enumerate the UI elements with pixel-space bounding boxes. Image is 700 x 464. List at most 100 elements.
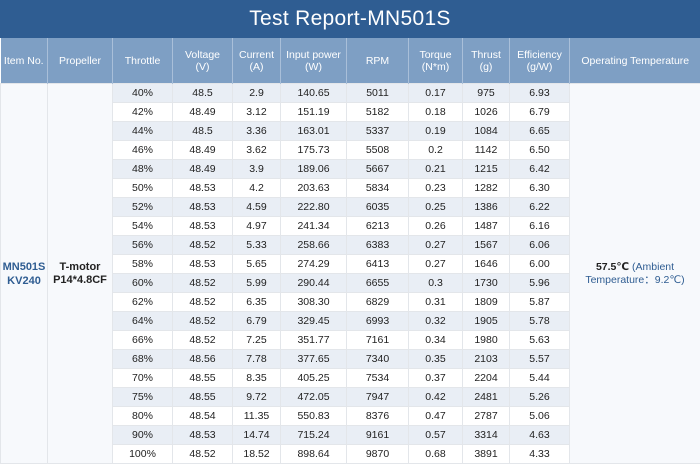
cell-throttle: 54% xyxy=(113,217,173,236)
cell-voltage: 48.49 xyxy=(173,141,233,160)
cell-current: 3.12 xyxy=(233,103,281,122)
cell-input-power: 189.06 xyxy=(281,160,347,179)
cell-thrust: 1980 xyxy=(463,331,510,350)
cell-thrust: 1730 xyxy=(463,274,510,293)
cell-rpm: 5011 xyxy=(347,84,409,103)
cell-torque: 0.47 xyxy=(409,407,463,426)
cell-input-power: 329.45 xyxy=(281,312,347,331)
cell-rpm: 5182 xyxy=(347,103,409,122)
cell-throttle: 80% xyxy=(113,407,173,426)
cell-throttle: 48% xyxy=(113,160,173,179)
cell-efficiency: 6.93 xyxy=(510,84,570,103)
cell-rpm: 5337 xyxy=(347,122,409,141)
cell-voltage: 48.52 xyxy=(173,331,233,350)
cell-current: 3.36 xyxy=(233,122,281,141)
cell-torque: 0.3 xyxy=(409,274,463,293)
cell-rpm: 6655 xyxy=(347,274,409,293)
cell-input-power: 203.63 xyxy=(281,179,347,198)
cell-throttle: 75% xyxy=(113,388,173,407)
cell-current: 3.62 xyxy=(233,141,281,160)
cell-current: 5.65 xyxy=(233,255,281,274)
cell-voltage: 48.49 xyxy=(173,160,233,179)
header-item-no: Item No. xyxy=(1,38,48,84)
cell-rpm: 6035 xyxy=(347,198,409,217)
cell-input-power: 351.77 xyxy=(281,331,347,350)
operating-temperature-cell: 57.5℃ (Ambient Temperature：9.2℃) xyxy=(570,84,700,464)
cell-voltage: 48.49 xyxy=(173,103,233,122)
cell-torque: 0.34 xyxy=(409,331,463,350)
cell-voltage: 48.53 xyxy=(173,255,233,274)
cell-torque: 0.19 xyxy=(409,122,463,141)
cell-rpm: 6993 xyxy=(347,312,409,331)
cell-voltage: 48.52 xyxy=(173,274,233,293)
cell-rpm: 9161 xyxy=(347,426,409,445)
cell-input-power: 175.73 xyxy=(281,141,347,160)
cell-torque: 0.37 xyxy=(409,369,463,388)
cell-thrust: 3314 xyxy=(463,426,510,445)
cell-torque: 0.23 xyxy=(409,179,463,198)
cell-efficiency: 5.96 xyxy=(510,274,570,293)
header-voltage: Voltage(V) xyxy=(173,38,233,84)
cell-thrust: 1026 xyxy=(463,103,510,122)
cell-throttle: 70% xyxy=(113,369,173,388)
cell-thrust: 1487 xyxy=(463,217,510,236)
cell-throttle: 66% xyxy=(113,331,173,350)
cell-torque: 0.27 xyxy=(409,236,463,255)
cell-thrust: 1142 xyxy=(463,141,510,160)
cell-torque: 0.26 xyxy=(409,217,463,236)
cell-current: 4.97 xyxy=(233,217,281,236)
cell-rpm: 6213 xyxy=(347,217,409,236)
cell-thrust: 1567 xyxy=(463,236,510,255)
cell-voltage: 48.52 xyxy=(173,236,233,255)
cell-voltage: 48.53 xyxy=(173,198,233,217)
cell-voltage: 48.52 xyxy=(173,293,233,312)
cell-throttle: 42% xyxy=(113,103,173,122)
cell-current: 14.74 xyxy=(233,426,281,445)
header-torque: Torque(N*m) xyxy=(409,38,463,84)
cell-throttle: 62% xyxy=(113,293,173,312)
cell-throttle: 90% xyxy=(113,426,173,445)
cell-torque: 0.17 xyxy=(409,84,463,103)
cell-efficiency: 5.87 xyxy=(510,293,570,312)
cell-efficiency: 5.63 xyxy=(510,331,570,350)
cell-rpm: 5667 xyxy=(347,160,409,179)
header-throttle: Throttle xyxy=(113,38,173,84)
cell-efficiency: 6.06 xyxy=(510,236,570,255)
cell-input-power: 405.25 xyxy=(281,369,347,388)
cell-rpm: 7947 xyxy=(347,388,409,407)
cell-input-power: 151.19 xyxy=(281,103,347,122)
cell-torque: 0.21 xyxy=(409,160,463,179)
cell-current: 7.78 xyxy=(233,350,281,369)
cell-efficiency: 6.16 xyxy=(510,217,570,236)
cell-efficiency: 5.57 xyxy=(510,350,570,369)
cell-thrust: 1282 xyxy=(463,179,510,198)
cell-input-power: 472.05 xyxy=(281,388,347,407)
cell-input-power: 308.30 xyxy=(281,293,347,312)
header-thrust: Thrust(g) xyxy=(463,38,510,84)
cell-thrust: 1084 xyxy=(463,122,510,141)
cell-current: 4.59 xyxy=(233,198,281,217)
cell-rpm: 7534 xyxy=(347,369,409,388)
cell-voltage: 48.5 xyxy=(173,122,233,141)
cell-current: 7.25 xyxy=(233,331,281,350)
cell-throttle: 40% xyxy=(113,84,173,103)
header-row: Item No. Propeller Throttle Voltage(V) C… xyxy=(1,38,700,84)
cell-current: 8.35 xyxy=(233,369,281,388)
cell-input-power: 274.29 xyxy=(281,255,347,274)
report-title: Test Report-MN501S xyxy=(0,0,700,38)
cell-rpm: 6829 xyxy=(347,293,409,312)
cell-thrust: 1386 xyxy=(463,198,510,217)
cell-efficiency: 6.79 xyxy=(510,103,570,122)
cell-voltage: 48.56 xyxy=(173,350,233,369)
cell-torque: 0.31 xyxy=(409,293,463,312)
cell-efficiency: 5.06 xyxy=(510,407,570,426)
header-propeller: Propeller xyxy=(48,38,113,84)
cell-throttle: 56% xyxy=(113,236,173,255)
cell-voltage: 48.53 xyxy=(173,426,233,445)
cell-torque: 0.57 xyxy=(409,426,463,445)
cell-thrust: 1905 xyxy=(463,312,510,331)
cell-torque: 0.27 xyxy=(409,255,463,274)
